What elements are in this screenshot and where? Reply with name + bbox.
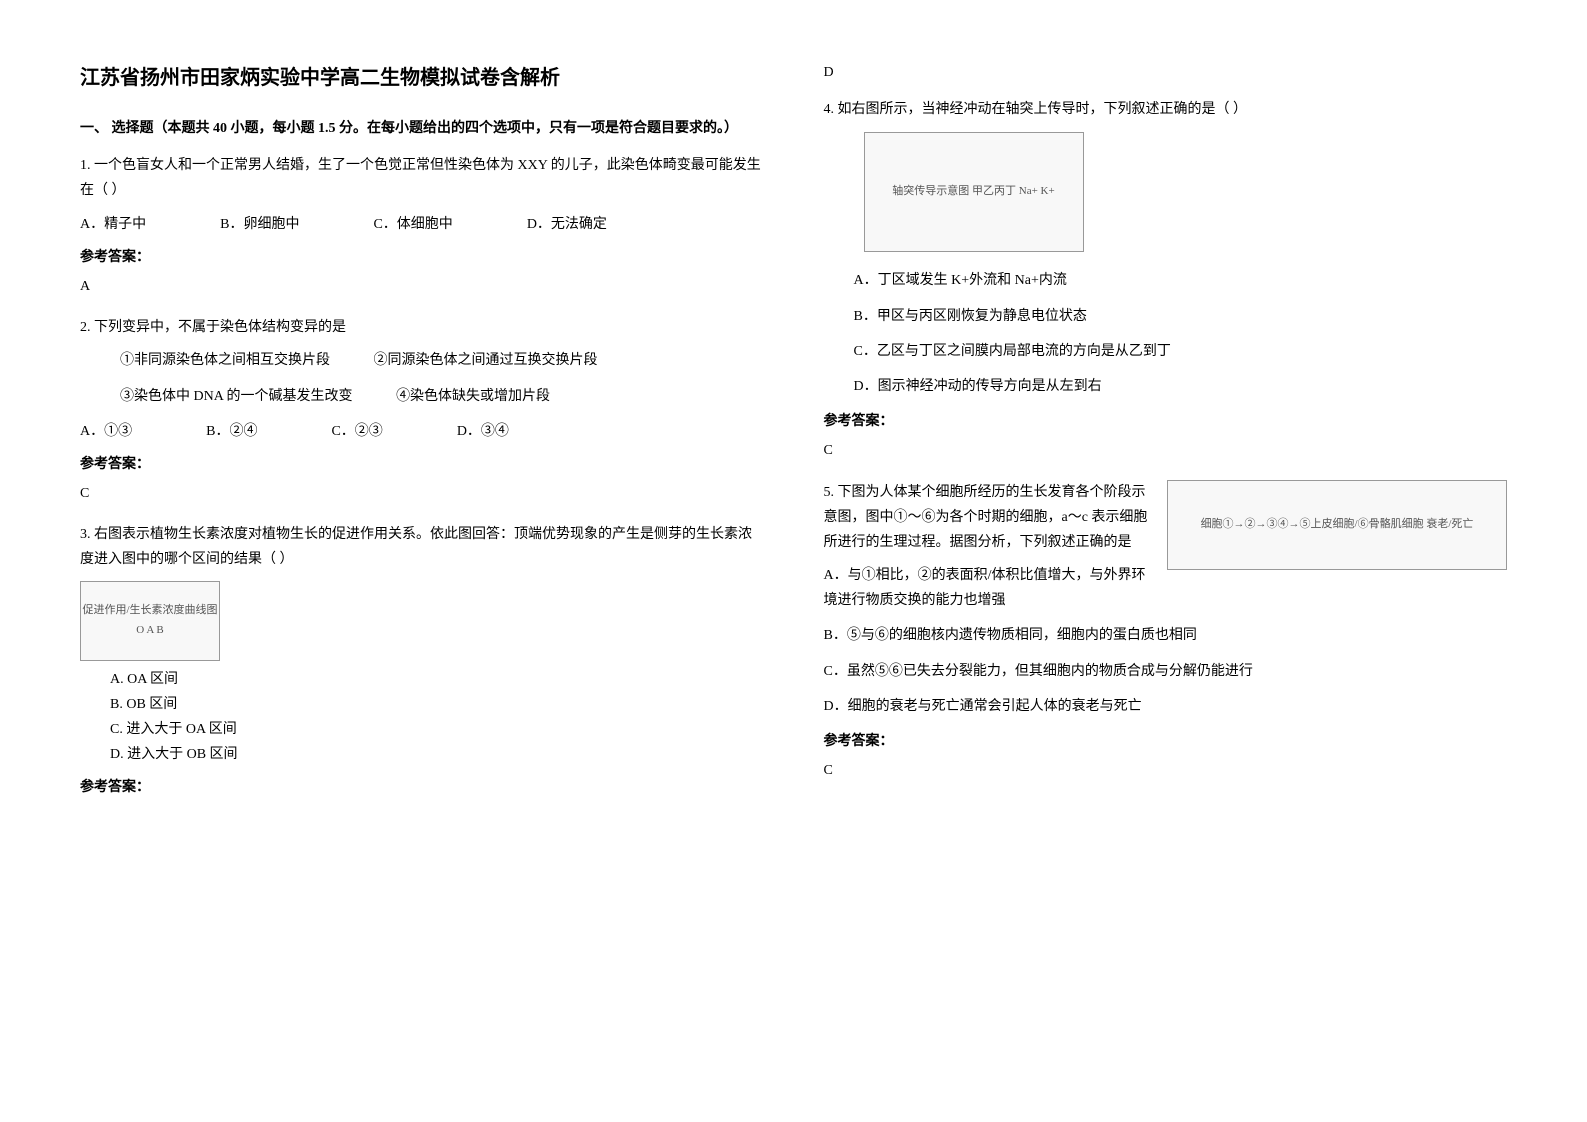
q2-answer-label: 参考答案： (80, 452, 764, 477)
q4-optC: C．乙区与丁区之间膜内局部电流的方向是从乙到丁 (854, 339, 1508, 364)
q5-optC: C．虽然⑤⑥已失去分裂能力，但其细胞内的物质合成与分解仍能进行 (824, 659, 1508, 684)
q4-answer: C (824, 438, 1508, 463)
q3-answer-label: 参考答案： (80, 775, 764, 800)
q1-options: A．精子中 B．卵细胞中 C．体细胞中 D．无法确定 (80, 212, 764, 237)
q5-chart: 细胞①→②→③④→⑤上皮细胞/⑥骨骼肌细胞 衰老/死亡 (1167, 480, 1507, 570)
q3-optD: D. 进入大于 OB 区间 (110, 742, 764, 767)
q2-optB: B．②④ (206, 419, 257, 444)
question-4: 4. 如右图所示，当神经冲动在轴突上传导时，下列叙述正确的是（ ） 轴突传导示意… (824, 97, 1508, 463)
q2-subs-1: ①非同源染色体之间相互交换片段 ②同源染色体之间通过互换交换片段 (80, 348, 764, 373)
q1-optD: D．无法确定 (527, 212, 607, 237)
q4-optA: A．丁区域发生 K+外流和 Na+内流 (854, 268, 1508, 293)
question-3: 3. 右图表示植物生长素浓度对植物生长的促进作用关系。依此图回答：顶端优势现象的… (80, 522, 764, 800)
q2-optC: C．②③ (331, 419, 382, 444)
section-one-header: 一、 选择题（本题共 40 小题，每小题 1.5 分。在每小题给出的四个选项中，… (80, 116, 764, 141)
q3-text: 3. 右图表示植物生长素浓度对植物生长的促进作用关系。依此图回答：顶端优势现象的… (80, 522, 764, 572)
q3-answer: D (824, 60, 1508, 85)
q1-optB: B．卵细胞中 (220, 212, 299, 237)
q5-answer-label: 参考答案： (824, 729, 1508, 754)
q5-answer: C (824, 758, 1508, 783)
q2-sub2: ②同源染色体之间通过互换交换片段 (374, 348, 598, 373)
q4-answer-label: 参考答案： (824, 409, 1508, 434)
question-1: 1. 一个色盲女人和一个正常男人结婚，生了一个色觉正常但性染色体为 XXY 的儿… (80, 153, 764, 299)
question-5: 细胞①→②→③④→⑤上皮细胞/⑥骨骼肌细胞 衰老/死亡 5. 下图为人体某个细胞… (824, 480, 1508, 796)
q4-optB: B．甲区与丙区刚恢复为静息电位状态 (854, 304, 1508, 329)
q4-text: 4. 如右图所示，当神经冲动在轴突上传导时，下列叙述正确的是（ ） (824, 97, 1508, 122)
q5-optD: D．细胞的衰老与死亡通常会引起人体的衰老与死亡 (824, 694, 1508, 719)
q3-options: A. OA 区间 B. OB 区间 C. 进入大于 OA 区间 D. 进入大于 … (80, 667, 764, 768)
q1-text: 1. 一个色盲女人和一个正常男人结婚，生了一个色觉正常但性染色体为 XXY 的儿… (80, 153, 764, 203)
q2-text: 2. 下列变异中，不属于染色体结构变异的是 (80, 315, 764, 340)
question-2: 2. 下列变异中，不属于染色体结构变异的是 ①非同源染色体之间相互交换片段 ②同… (80, 315, 764, 506)
q4-optD: D．图示神经冲动的传导方向是从左到右 (854, 374, 1508, 399)
page-title: 江苏省扬州市田家炳实验中学高二生物模拟试卷含解析 (80, 60, 764, 96)
q5-optB: B．⑤与⑥的细胞核内遗传物质相同，细胞内的蛋白质也相同 (824, 623, 1508, 648)
q4-chart: 轴突传导示意图 甲乙丙丁 Na+ K+ (864, 132, 1084, 252)
q5-optA: A．与①相比，②的表面积/体积比值增大，与外界环境进行物质交换的能力也增强 (824, 563, 1508, 613)
q2-answer: C (80, 481, 764, 506)
q3-optA: A. OA 区间 (110, 667, 764, 692)
q2-optA: A．①③ (80, 419, 132, 444)
q1-answer-label: 参考答案： (80, 245, 764, 270)
q3-chart: 促进作用/生长素浓度曲线图 O A B (80, 581, 220, 661)
q2-sub1: ①非同源染色体之间相互交换片段 (120, 348, 330, 373)
q1-optC: C．体细胞中 (373, 212, 452, 237)
q4-options: A．丁区域发生 K+外流和 Na+内流 B．甲区与丙区刚恢复为静息电位状态 C．… (824, 268, 1508, 399)
q2-optD: D．③④ (457, 419, 509, 444)
right-column: D 4. 如右图所示，当神经冲动在轴突上传导时，下列叙述正确的是（ ） 轴突传导… (824, 60, 1508, 817)
q2-sub3: ③染色体中 DNA 的一个碱基发生改变 (120, 384, 353, 409)
left-column: 江苏省扬州市田家炳实验中学高二生物模拟试卷含解析 一、 选择题（本题共 40 小… (80, 60, 764, 817)
page-container: 江苏省扬州市田家炳实验中学高二生物模拟试卷含解析 一、 选择题（本题共 40 小… (80, 60, 1507, 817)
q3-optB: B. OB 区间 (110, 692, 764, 717)
q1-answer: A (80, 274, 764, 299)
q3-optC: C. 进入大于 OA 区间 (110, 717, 764, 742)
q2-sub4: ④染色体缺失或增加片段 (396, 384, 550, 409)
q1-optA: A．精子中 (80, 212, 146, 237)
q5-options: A．与①相比，②的表面积/体积比值增大，与外界环境进行物质交换的能力也增强 B．… (824, 563, 1508, 719)
q2-subs-2: ③染色体中 DNA 的一个碱基发生改变 ④染色体缺失或增加片段 (80, 384, 764, 409)
q2-options: A．①③ B．②④ C．②③ D．③④ (80, 419, 764, 444)
